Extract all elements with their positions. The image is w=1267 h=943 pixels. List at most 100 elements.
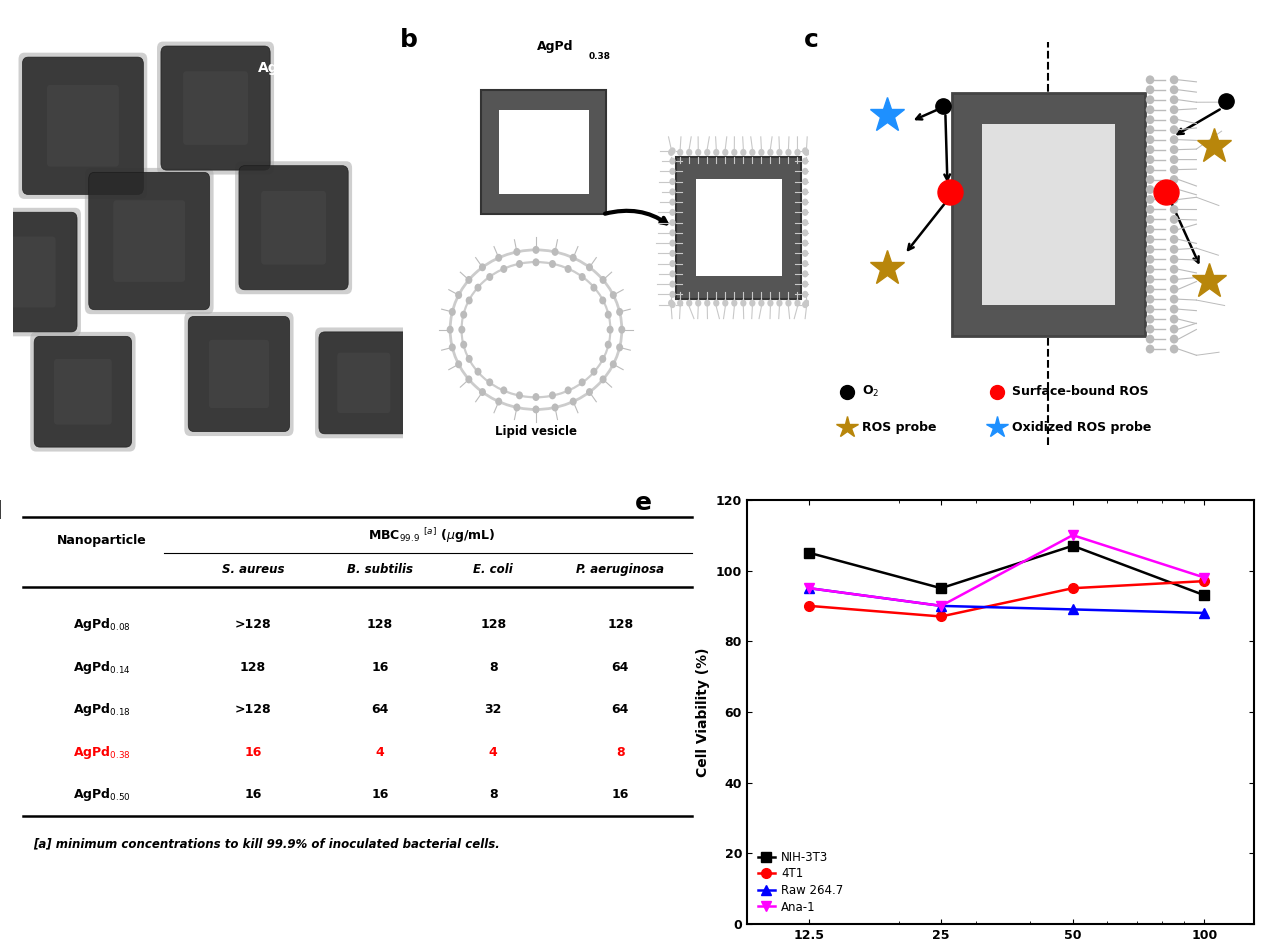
Circle shape: [1169, 274, 1178, 284]
Circle shape: [1145, 115, 1154, 124]
Circle shape: [740, 300, 746, 306]
Text: ROS probe: ROS probe: [862, 421, 936, 434]
Circle shape: [460, 340, 468, 349]
Circle shape: [1169, 225, 1178, 234]
Text: d: d: [0, 500, 3, 523]
Circle shape: [487, 378, 493, 387]
NIH-3T3: [1066, 540, 1081, 552]
Text: c: c: [803, 28, 818, 52]
Circle shape: [1145, 274, 1154, 284]
Circle shape: [479, 263, 487, 272]
Circle shape: [669, 219, 675, 226]
Circle shape: [1169, 145, 1178, 154]
Circle shape: [565, 265, 571, 273]
Circle shape: [565, 387, 571, 394]
NIH-3T3: [934, 583, 949, 594]
Text: O$_2$: O$_2$: [862, 384, 879, 399]
Circle shape: [1145, 235, 1154, 244]
Circle shape: [802, 260, 808, 267]
FancyBboxPatch shape: [209, 339, 269, 408]
Circle shape: [1145, 95, 1154, 104]
Circle shape: [616, 343, 623, 352]
Circle shape: [1169, 265, 1178, 273]
Circle shape: [1145, 86, 1154, 94]
Circle shape: [1169, 315, 1178, 323]
Line: NIH-3T3: NIH-3T3: [805, 541, 1209, 600]
Circle shape: [1145, 205, 1154, 214]
Circle shape: [768, 149, 774, 156]
Circle shape: [549, 260, 556, 268]
Circle shape: [731, 149, 737, 156]
Circle shape: [455, 360, 462, 369]
Circle shape: [802, 250, 808, 256]
Circle shape: [777, 300, 783, 306]
Circle shape: [604, 310, 612, 319]
Circle shape: [487, 273, 493, 281]
Circle shape: [495, 254, 502, 262]
Text: 16: 16: [371, 788, 389, 802]
FancyBboxPatch shape: [89, 173, 209, 309]
Circle shape: [1145, 125, 1154, 134]
Circle shape: [1145, 335, 1154, 343]
Text: AgPd$_{0.14}$: AgPd$_{0.14}$: [73, 659, 131, 676]
Circle shape: [669, 250, 675, 256]
Circle shape: [1145, 245, 1154, 254]
Circle shape: [1169, 135, 1178, 144]
Circle shape: [579, 378, 585, 387]
Circle shape: [802, 229, 808, 237]
Circle shape: [599, 375, 607, 384]
Text: >128: >128: [234, 703, 271, 717]
Circle shape: [1145, 75, 1154, 84]
FancyBboxPatch shape: [319, 332, 409, 434]
FancyBboxPatch shape: [47, 85, 119, 167]
Circle shape: [1169, 86, 1178, 94]
FancyBboxPatch shape: [337, 353, 390, 413]
NIH-3T3: [1197, 589, 1213, 601]
Circle shape: [465, 375, 473, 384]
Circle shape: [1169, 235, 1178, 244]
Circle shape: [1145, 195, 1154, 204]
Circle shape: [532, 258, 540, 266]
FancyBboxPatch shape: [261, 190, 326, 265]
Circle shape: [669, 271, 675, 277]
Circle shape: [802, 290, 808, 298]
Circle shape: [731, 300, 737, 306]
Circle shape: [669, 168, 675, 174]
Text: 16: 16: [245, 788, 261, 802]
Circle shape: [1145, 156, 1154, 164]
Ana-1: [934, 601, 949, 612]
Y-axis label: Cell Viability (%): Cell Viability (%): [697, 647, 711, 777]
Circle shape: [704, 149, 711, 156]
Raw 264.7: [802, 583, 817, 594]
Circle shape: [1169, 125, 1178, 134]
Text: 8: 8: [489, 661, 498, 674]
FancyBboxPatch shape: [113, 200, 185, 282]
Circle shape: [599, 355, 607, 363]
Circle shape: [1169, 295, 1178, 304]
Circle shape: [618, 325, 626, 334]
FancyBboxPatch shape: [23, 58, 143, 194]
Circle shape: [1169, 324, 1178, 334]
FancyBboxPatch shape: [315, 327, 413, 438]
Circle shape: [500, 387, 507, 394]
Circle shape: [777, 149, 783, 156]
Circle shape: [749, 149, 755, 156]
Circle shape: [447, 325, 454, 334]
Circle shape: [749, 300, 755, 306]
Circle shape: [722, 149, 729, 156]
Line: Ana-1: Ana-1: [805, 530, 1209, 611]
Circle shape: [802, 301, 808, 308]
Circle shape: [803, 300, 810, 306]
FancyBboxPatch shape: [0, 212, 77, 332]
Ana-1: [1066, 530, 1081, 541]
Circle shape: [1169, 255, 1178, 264]
Circle shape: [532, 393, 540, 401]
Circle shape: [713, 149, 720, 156]
Circle shape: [1169, 335, 1178, 343]
Circle shape: [500, 265, 507, 273]
Ana-1: [1197, 571, 1213, 583]
Circle shape: [1169, 344, 1178, 354]
Raw 264.7: [934, 601, 949, 612]
Text: 64: 64: [612, 661, 628, 674]
FancyBboxPatch shape: [54, 359, 111, 424]
